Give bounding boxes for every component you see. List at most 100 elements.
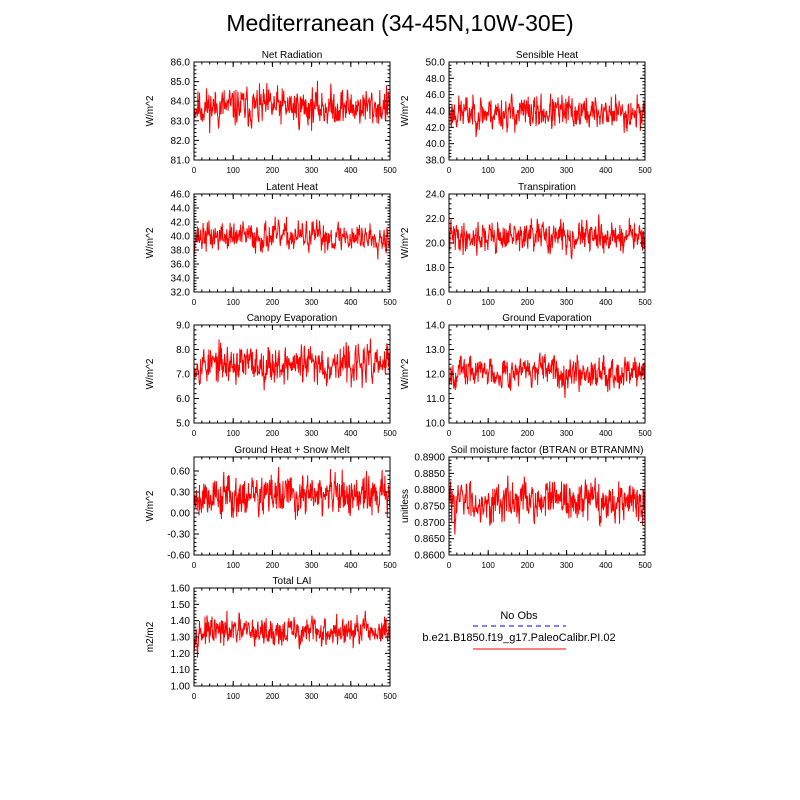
y-axis-label: W/m^2 (145, 490, 156, 521)
y-tick-label: 1.00 (171, 682, 191, 693)
x-tick-label: 300 (560, 429, 574, 438)
y-tick-label: 40.0 (171, 232, 191, 243)
x-tick-label: 0 (447, 166, 452, 175)
y-tick-label: 16.0 (426, 288, 446, 299)
x-tick-label: 300 (560, 561, 574, 570)
y-tick-label: 83.0 (171, 116, 191, 127)
x-tick-label: 0 (192, 429, 197, 438)
y-tick-label: 0.00 (171, 509, 191, 520)
y-tick-label: 44.0 (426, 107, 446, 118)
y-tick-label: 8.0 (176, 345, 190, 356)
y-tick-label: 0.30 (171, 488, 191, 499)
plot-frame (193, 61, 391, 161)
panel-title: Total LAI (273, 576, 312, 587)
y-axis-label: W/m^2 (400, 95, 411, 126)
x-tick-label: 200 (266, 298, 280, 307)
x-tick-label: 400 (344, 166, 358, 175)
series-line (193, 467, 391, 520)
panel-title: Soil moisture factor (BTRAN or BTRANMN) (451, 445, 644, 456)
x-tick-label: 400 (344, 561, 358, 570)
x-tick-label: 0 (192, 166, 197, 175)
y-tick-label: 0.60 (171, 467, 191, 478)
y-tick-label: 50.0 (426, 58, 446, 69)
x-tick-label: 300 (560, 298, 574, 307)
x-tick-label: 400 (599, 561, 613, 570)
x-tick-label: 200 (266, 166, 280, 175)
x-tick-label: 300 (305, 692, 319, 701)
panel-6: 0 100 200 300 400 500 -0.60 -0.30 0.00 0.30 0.60 Gr… (145, 445, 397, 570)
x-tick-label: 100 (227, 298, 241, 307)
x-tick-label: 400 (599, 166, 613, 175)
x-tick-label: 500 (383, 692, 397, 701)
panel-title: Latent Heat (266, 182, 318, 193)
y-tick-label: 1.60 (171, 584, 191, 595)
x-tick-label: 200 (266, 561, 280, 570)
plot-frame (193, 456, 391, 556)
y-axis-label: W/m^2 (400, 227, 411, 258)
y-tick-label: 0.8700 (414, 518, 445, 529)
y-tick-label: 1.20 (171, 649, 191, 660)
panel-title: Canopy Evaporation (247, 313, 338, 324)
y-tick-label: 42.0 (171, 218, 191, 229)
y-tick-label: 36.0 (171, 260, 191, 271)
y-tick-label: 0.8650 (414, 534, 445, 545)
y-tick-label: 9.0 (176, 321, 190, 332)
y-tick-label: 0.8900 (414, 453, 445, 464)
plot-frame (193, 193, 391, 293)
y-tick-label: 5.0 (176, 419, 190, 430)
y-tick-label: 82.0 (171, 136, 191, 147)
x-tick-label: 0 (447, 298, 452, 307)
series-line (193, 338, 391, 391)
y-tick-label: 34.0 (171, 274, 191, 285)
x-tick-label: 0 (447, 561, 452, 570)
plot-frame (193, 324, 391, 424)
x-tick-label: 500 (638, 561, 652, 570)
panel-0: 0 100 200 300 400 500 81.0 82.0 83.0 84.0 85.0 86.0… (145, 50, 397, 175)
y-tick-label: 1.30 (171, 633, 191, 644)
y-tick-label: 0.8600 (414, 551, 445, 562)
x-tick-label: 300 (305, 561, 319, 570)
y-tick-label: 11.0 (426, 394, 445, 405)
figure-title: Mediterranean (34-45N,10W-30E) (226, 10, 574, 36)
panel-title: Ground Heat + Snow Melt (234, 445, 350, 456)
legend-label-model: b.e21.B1850.f19_g17.PaleoCalibr.PI.02 (422, 632, 615, 644)
x-tick-label: 200 (266, 429, 280, 438)
x-tick-label: 100 (482, 166, 496, 175)
y-tick-label: 20.0 (426, 239, 446, 250)
x-tick-label: 400 (599, 298, 613, 307)
x-tick-label: 300 (305, 166, 319, 175)
x-tick-label: 200 (521, 166, 535, 175)
y-tick-label: 32.0 (171, 288, 191, 299)
y-tick-label: 22.0 (426, 214, 446, 225)
x-tick-label: 400 (599, 429, 613, 438)
y-tick-label: 13.0 (426, 345, 446, 356)
y-axis-label: unitless (400, 489, 411, 523)
x-tick-label: 200 (266, 692, 280, 701)
x-tick-label: 500 (383, 561, 397, 570)
y-tick-label: 10.0 (426, 419, 446, 430)
y-tick-label: 38.0 (171, 246, 191, 257)
x-tick-label: 100 (227, 561, 241, 570)
y-tick-label: 12.0 (426, 370, 446, 381)
y-tick-label: 0.8850 (414, 469, 445, 480)
x-tick-label: 100 (227, 692, 241, 701)
series-line (193, 80, 391, 134)
panel-5: 0 100 200 300 400 500 10.0 11.0 12.0 13.0 14.0 Grou… (400, 313, 652, 438)
y-axis-label: W/m^2 (400, 358, 411, 389)
panel-1: 0 100 200 300 400 500 38.0 40.0 42.0 44.0 46.0 48.0… (400, 50, 652, 175)
y-tick-label: 1.40 (171, 616, 191, 627)
panel-title: Transpiration (518, 182, 576, 193)
panel-title: Ground Evaporation (502, 313, 592, 324)
y-tick-label: 85.0 (171, 77, 191, 88)
y-tick-label: 7.0 (176, 370, 190, 381)
y-axis-label: W/m^2 (145, 95, 156, 126)
x-tick-label: 100 (482, 298, 496, 307)
x-tick-label: 500 (383, 166, 397, 175)
x-tick-label: 100 (227, 166, 241, 175)
x-tick-label: 300 (560, 166, 574, 175)
x-tick-label: 100 (482, 561, 496, 570)
x-tick-label: 500 (638, 298, 652, 307)
y-tick-label: 42.0 (426, 123, 446, 134)
